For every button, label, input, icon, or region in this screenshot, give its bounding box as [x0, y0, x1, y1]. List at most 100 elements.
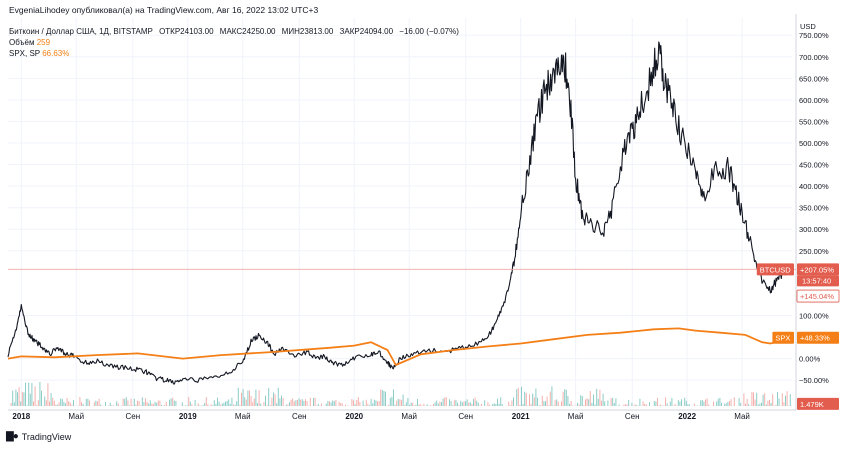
volume-bar: [615, 398, 617, 406]
volume-bar: [613, 402, 615, 406]
volume-bar: [591, 402, 593, 406]
volume-bar: [109, 402, 111, 406]
volume-bar: [82, 403, 84, 406]
volume-bar: [55, 404, 57, 406]
volume-bar: [63, 402, 65, 406]
volume-bar: [69, 402, 71, 406]
volume-bar: [588, 399, 590, 406]
volume-bar: [493, 403, 495, 406]
volume-bar: [300, 399, 302, 406]
volume-bar: [341, 403, 343, 406]
volume-bar: [127, 400, 129, 406]
volume-bar: [377, 401, 378, 406]
volume-bar: [586, 398, 588, 406]
volume-bar: [777, 392, 778, 406]
volume-bar: [276, 403, 278, 406]
x-tick-label: 2021: [512, 412, 530, 421]
tradingview-logo[interactable]: ▇● TradingView: [6, 431, 71, 442]
volume-bar: [772, 394, 774, 406]
volume-bar: [401, 399, 402, 406]
x-tick-label: Сен: [126, 412, 141, 421]
volume-bar: [226, 400, 228, 406]
volume-bar: [781, 393, 783, 406]
volume-bar: [362, 400, 364, 406]
price-badge[interactable]: SPX +48.33%: [772, 331, 839, 344]
volume-bar: [169, 399, 170, 406]
volume-bar: [277, 387, 279, 406]
volume-bar: [541, 395, 543, 406]
volume-bar: [306, 401, 308, 406]
volume-bar: [241, 392, 242, 406]
volume-bar: [562, 391, 564, 406]
volume-bar: [265, 395, 266, 406]
y-tick-label: 300.00%: [799, 225, 829, 234]
volume-bar: [399, 399, 401, 406]
volume-bar: [581, 396, 583, 406]
volume-bar: [252, 402, 254, 406]
volume-bar: [522, 404, 524, 406]
volume-bar: [85, 398, 87, 406]
volume-bar: [335, 399, 337, 406]
volume-bar: [36, 405, 38, 406]
y-tick-label: 250.00%: [799, 247, 829, 256]
volume-bar: [746, 398, 748, 406]
volume-bar: [317, 403, 319, 406]
spx-series-line[interactable]: [7, 327, 791, 366]
volume-bar: [161, 404, 162, 406]
volume-bar: [441, 402, 442, 406]
badge-value-bg: [797, 263, 839, 276]
main-series-legend[interactable]: Биткоин / Доллар США, 1Д, BITSTAMP ОТКР2…: [9, 27, 463, 36]
volume-bar: [585, 399, 586, 406]
volume-bar: [449, 399, 450, 406]
volume-bar: [450, 400, 452, 406]
volume-bar: [137, 400, 138, 406]
volume-legend[interactable]: Объём 259: [9, 38, 50, 47]
volume-bar: [81, 402, 82, 406]
volume-bar: [31, 383, 33, 406]
volume-bar: [124, 398, 126, 406]
volume-bar: [597, 398, 599, 406]
volume-bar: [548, 405, 550, 406]
price-badge[interactable]: BTCUSD +207.05% 13:57:40: [756, 263, 839, 287]
volume-bar: [525, 393, 527, 406]
volume-bar: [593, 394, 594, 406]
volume-bar: [519, 405, 521, 406]
volume-bar: [295, 400, 297, 406]
volume-bar: [564, 389, 566, 406]
volume-bar: [111, 405, 113, 406]
ohlc-high: МАКС24250.00: [219, 27, 276, 36]
badge-value: +207.05%: [800, 265, 834, 274]
volume-bar: [141, 397, 143, 406]
volume-bar: [516, 389, 518, 406]
badge-label-bg: [756, 263, 794, 276]
volume-bar: [721, 402, 722, 406]
volume-bar: [12, 390, 14, 406]
volume-bar: [383, 391, 385, 406]
volume-bar: [557, 401, 559, 406]
x-tick-label: Май: [401, 412, 417, 421]
price-badge[interactable]: 1.479K: [797, 397, 839, 410]
volume-bar: [28, 382, 30, 406]
volume-bar: [461, 402, 463, 406]
volume-bar: [701, 399, 703, 406]
volume-bar: [359, 401, 361, 406]
volume-bar: [642, 401, 644, 406]
volume-bar: [463, 401, 465, 406]
volume-bar: [657, 397, 658, 406]
volume-bar: [37, 400, 39, 406]
volume-bar: [681, 399, 682, 406]
volume-bar: [412, 402, 414, 406]
volume-bar: [402, 394, 404, 406]
volume-bar: [202, 405, 204, 406]
btcusd-series-line[interactable]: [7, 41, 791, 385]
volume-bar: [671, 397, 673, 406]
spx-legend[interactable]: SPX, SP 66.63%: [9, 49, 69, 58]
volume-bar: [661, 405, 663, 406]
badge-value-bg: [797, 397, 839, 410]
volume-bar: [199, 405, 201, 406]
volume-bar: [389, 397, 391, 406]
volume-bar: [740, 402, 742, 406]
price-badge[interactable]: +145.04%: [796, 289, 840, 303]
